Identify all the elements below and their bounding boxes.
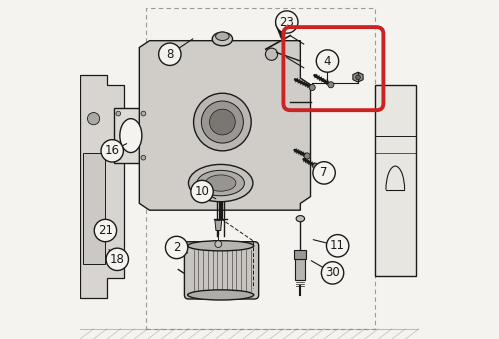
Text: 18: 18 xyxy=(110,253,125,266)
Circle shape xyxy=(106,248,128,271)
Bar xyxy=(294,250,306,259)
Polygon shape xyxy=(353,72,363,82)
Circle shape xyxy=(215,241,222,247)
Bar xyxy=(146,8,375,329)
Circle shape xyxy=(356,75,360,80)
Circle shape xyxy=(313,162,335,184)
Circle shape xyxy=(326,235,349,257)
Polygon shape xyxy=(80,75,124,298)
Circle shape xyxy=(101,140,123,162)
Text: 2: 2 xyxy=(173,241,180,254)
Ellipse shape xyxy=(120,119,142,153)
Circle shape xyxy=(141,111,146,116)
Circle shape xyxy=(210,109,235,135)
Ellipse shape xyxy=(188,241,253,251)
Circle shape xyxy=(194,93,251,151)
Ellipse shape xyxy=(212,32,233,46)
Circle shape xyxy=(87,113,100,125)
Text: 7: 7 xyxy=(320,166,328,179)
Ellipse shape xyxy=(197,170,245,196)
Text: 11: 11 xyxy=(330,239,345,252)
Circle shape xyxy=(94,219,117,242)
Text: 21: 21 xyxy=(98,224,113,237)
Text: 16: 16 xyxy=(105,144,120,157)
Circle shape xyxy=(312,163,319,169)
Circle shape xyxy=(316,50,339,72)
Ellipse shape xyxy=(296,216,304,222)
Circle shape xyxy=(159,43,181,65)
Ellipse shape xyxy=(189,164,253,202)
Circle shape xyxy=(87,214,100,226)
Circle shape xyxy=(141,155,146,160)
Text: 30: 30 xyxy=(325,266,340,279)
Polygon shape xyxy=(83,153,105,264)
Circle shape xyxy=(202,101,244,143)
Circle shape xyxy=(328,82,334,88)
Ellipse shape xyxy=(216,32,229,40)
Circle shape xyxy=(116,111,121,116)
Circle shape xyxy=(166,236,188,259)
FancyBboxPatch shape xyxy=(185,242,258,299)
Ellipse shape xyxy=(206,175,236,191)
Polygon shape xyxy=(114,108,148,163)
Circle shape xyxy=(304,153,310,159)
Polygon shape xyxy=(215,220,222,231)
Bar xyxy=(295,259,305,280)
Text: 4: 4 xyxy=(324,55,331,67)
Circle shape xyxy=(309,84,315,91)
Bar xyxy=(375,85,416,276)
Text: 10: 10 xyxy=(195,185,210,198)
Circle shape xyxy=(116,155,121,160)
Circle shape xyxy=(87,248,100,260)
Circle shape xyxy=(275,11,298,33)
Text: 23: 23 xyxy=(279,16,294,28)
Circle shape xyxy=(265,48,277,60)
Text: 8: 8 xyxy=(166,48,174,61)
Ellipse shape xyxy=(188,290,253,300)
Circle shape xyxy=(191,180,213,203)
Polygon shape xyxy=(139,41,310,210)
Circle shape xyxy=(321,262,344,284)
